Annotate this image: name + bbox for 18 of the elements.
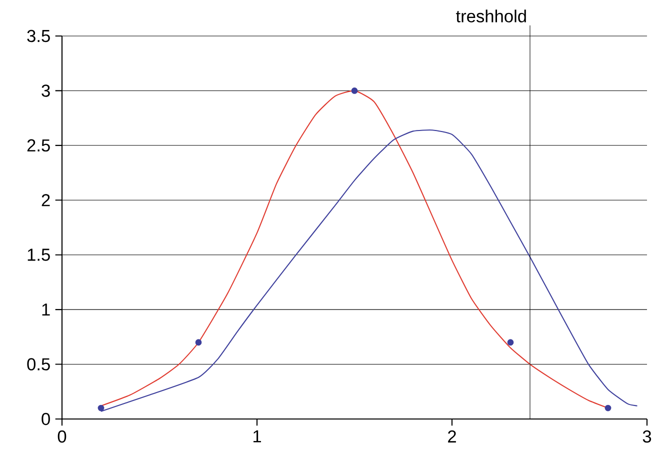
point: [604, 404, 612, 412]
x-tick-label: 1: [254, 430, 261, 442]
y-tick-label: 0: [42, 412, 50, 426]
y-tick-label: 1.5: [28, 248, 50, 261]
ref-line-label: treshhold: [456, 10, 526, 22]
point: [195, 339, 202, 346]
y-tick-label: 2.5: [27, 139, 50, 152]
y-tick-label: 3.5: [27, 30, 50, 42]
y-tick-label: 3: [42, 84, 50, 97]
y-tick-label: 0.5: [27, 358, 50, 370]
point: [507, 339, 514, 346]
x-tick-label: 3: [642, 430, 652, 443]
y-tick-label: 1: [42, 304, 50, 316]
x-tick-label: 2: [448, 430, 456, 442]
point: [98, 404, 104, 412]
x-tick-label: 0: [58, 430, 66, 443]
point: [351, 88, 358, 94]
y-tick-label: 2: [42, 194, 50, 206]
